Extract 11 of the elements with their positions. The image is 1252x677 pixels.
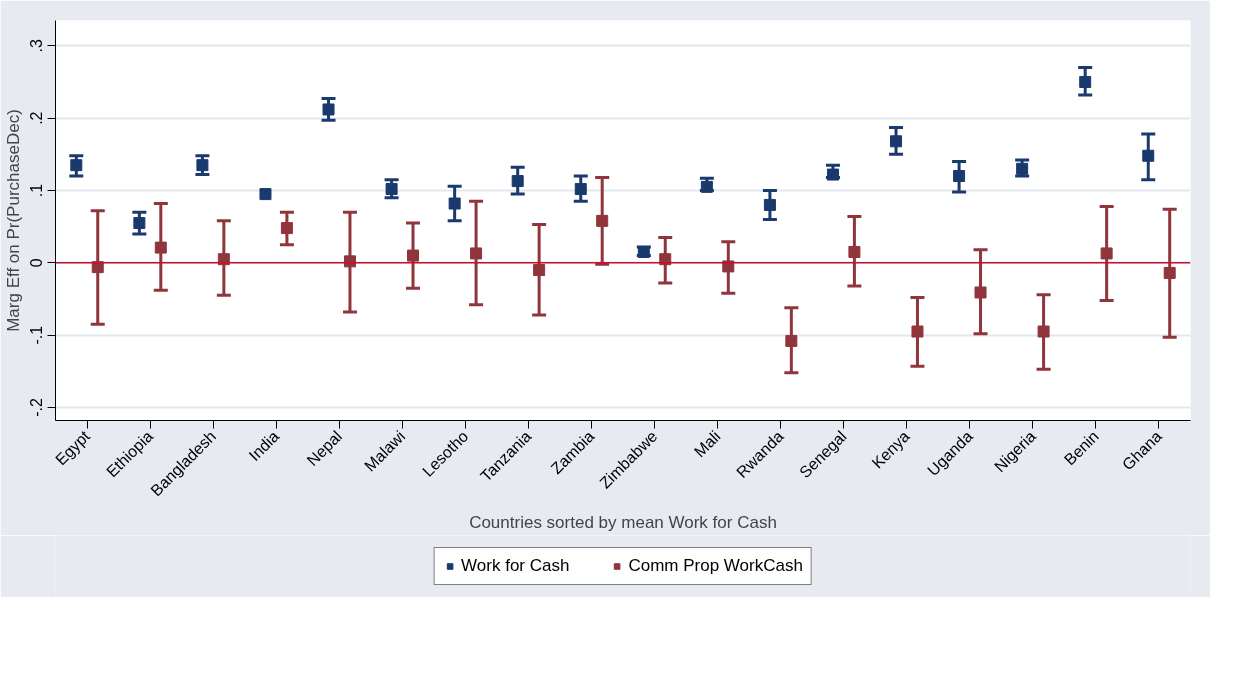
y-tick-label: .1 bbox=[28, 183, 46, 198]
y-tick-label: .2 bbox=[28, 111, 46, 125]
x-axis-title: Countries sorted by mean Work for Cash bbox=[469, 513, 777, 533]
y-tick-label: -.1 bbox=[28, 325, 46, 345]
legend-label: Comm Prop WorkCash bbox=[628, 556, 803, 576]
y-tick-label: .3 bbox=[28, 39, 46, 53]
x-tick-label: Mali bbox=[690, 427, 724, 461]
y-tick-label: 0 bbox=[28, 258, 46, 268]
y-axis-title: Marg Eff on Pr(PurchaseDec) bbox=[3, 109, 23, 332]
y-tick-label: -.2 bbox=[28, 398, 46, 417]
legend-label: Work for Cash bbox=[461, 556, 570, 576]
